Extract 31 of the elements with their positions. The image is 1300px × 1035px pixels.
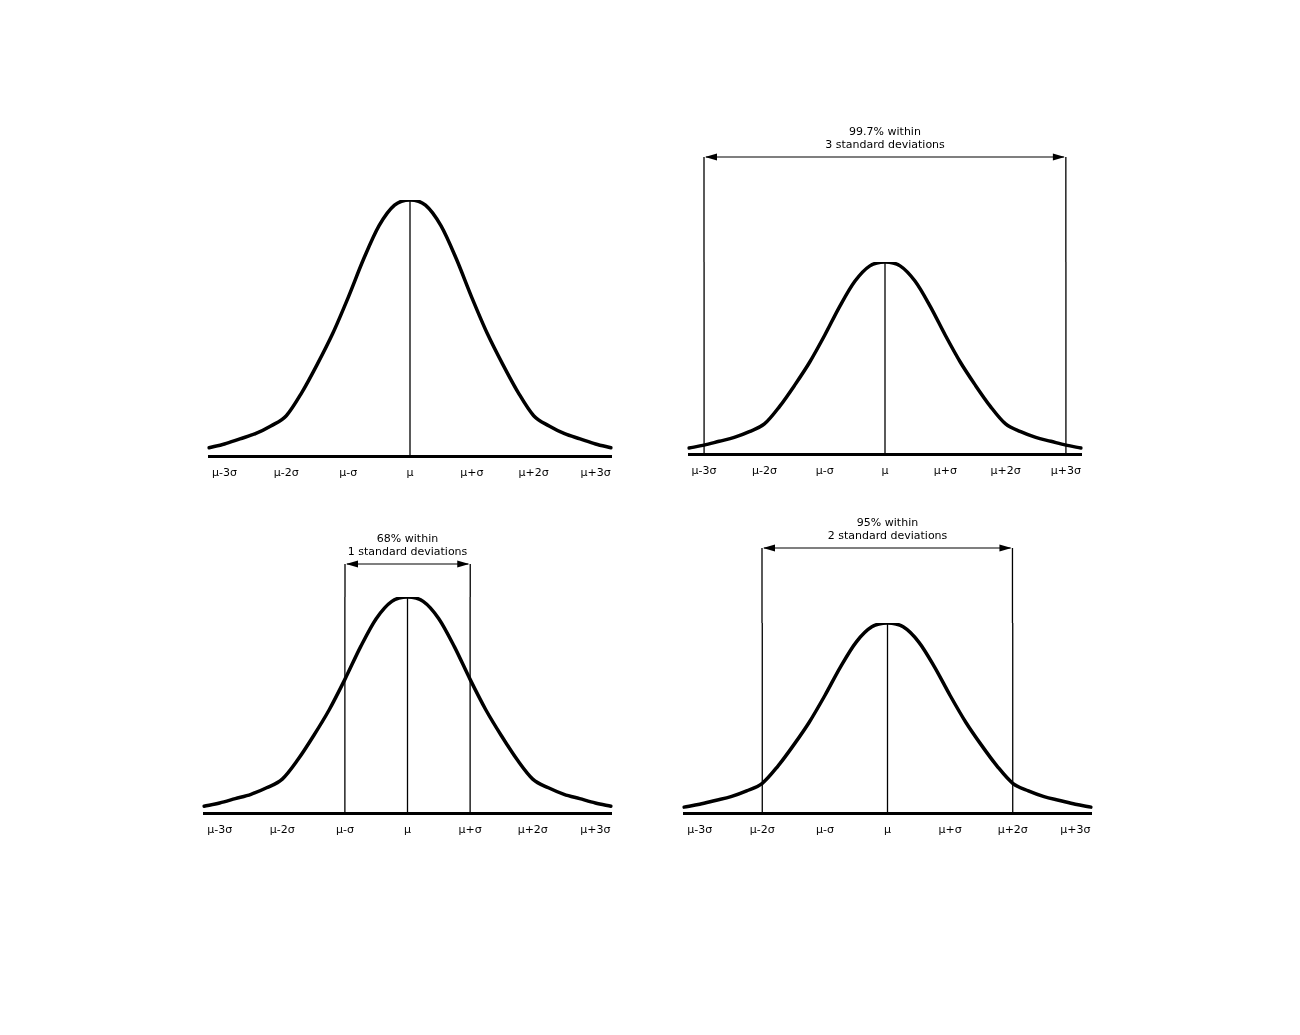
x-tick-label: μ+3σ bbox=[1060, 823, 1091, 837]
text: 68% within 1 standard deviations bbox=[347, 532, 468, 558]
text: 99.7% within 3 standard deviations bbox=[825, 125, 945, 151]
x-tick-label: μ-σ bbox=[339, 466, 358, 480]
x-tick-label: μ-3σ bbox=[207, 823, 233, 837]
x-tick-label: μ+2σ bbox=[990, 464, 1021, 478]
x-tick-label: μ-3σ bbox=[687, 823, 713, 837]
x-tick-label: μ-σ bbox=[815, 464, 834, 478]
x-tick-label: μ+2σ bbox=[997, 823, 1028, 837]
x-tick-label: μ+σ bbox=[938, 823, 962, 837]
x-tick-label: μ bbox=[404, 823, 411, 837]
x-tick-label: μ-2σ bbox=[269, 823, 295, 837]
x-tick-label: μ-2σ bbox=[749, 823, 775, 837]
x-tick-label: μ+3σ bbox=[1050, 464, 1082, 478]
x-tick-label: μ bbox=[884, 823, 891, 837]
x-tick-label: μ+3σ bbox=[580, 466, 611, 480]
x-tick-label: μ+σ bbox=[933, 464, 957, 478]
x-tick-label: μ+2σ bbox=[517, 823, 548, 837]
x-tick-label: μ-σ bbox=[815, 823, 834, 837]
x-tick-label: μ+σ bbox=[460, 466, 484, 480]
x-tick-label: μ-2σ bbox=[751, 464, 777, 478]
x-tick-label: μ-σ bbox=[335, 823, 354, 837]
x-tick-label: μ+2σ bbox=[518, 466, 549, 480]
x-tick-label: μ-2σ bbox=[273, 466, 299, 480]
x-tick-label: μ-3σ bbox=[691, 464, 717, 478]
x-tick-label: μ-3σ bbox=[211, 466, 237, 480]
x-tick-label: μ bbox=[881, 464, 889, 478]
x-tick-label: μ+σ bbox=[458, 823, 482, 837]
x-tick-label: μ bbox=[406, 466, 414, 480]
x-tick-label: μ+3σ bbox=[580, 823, 611, 837]
text: 95% within 2 standard deviations bbox=[827, 516, 948, 542]
